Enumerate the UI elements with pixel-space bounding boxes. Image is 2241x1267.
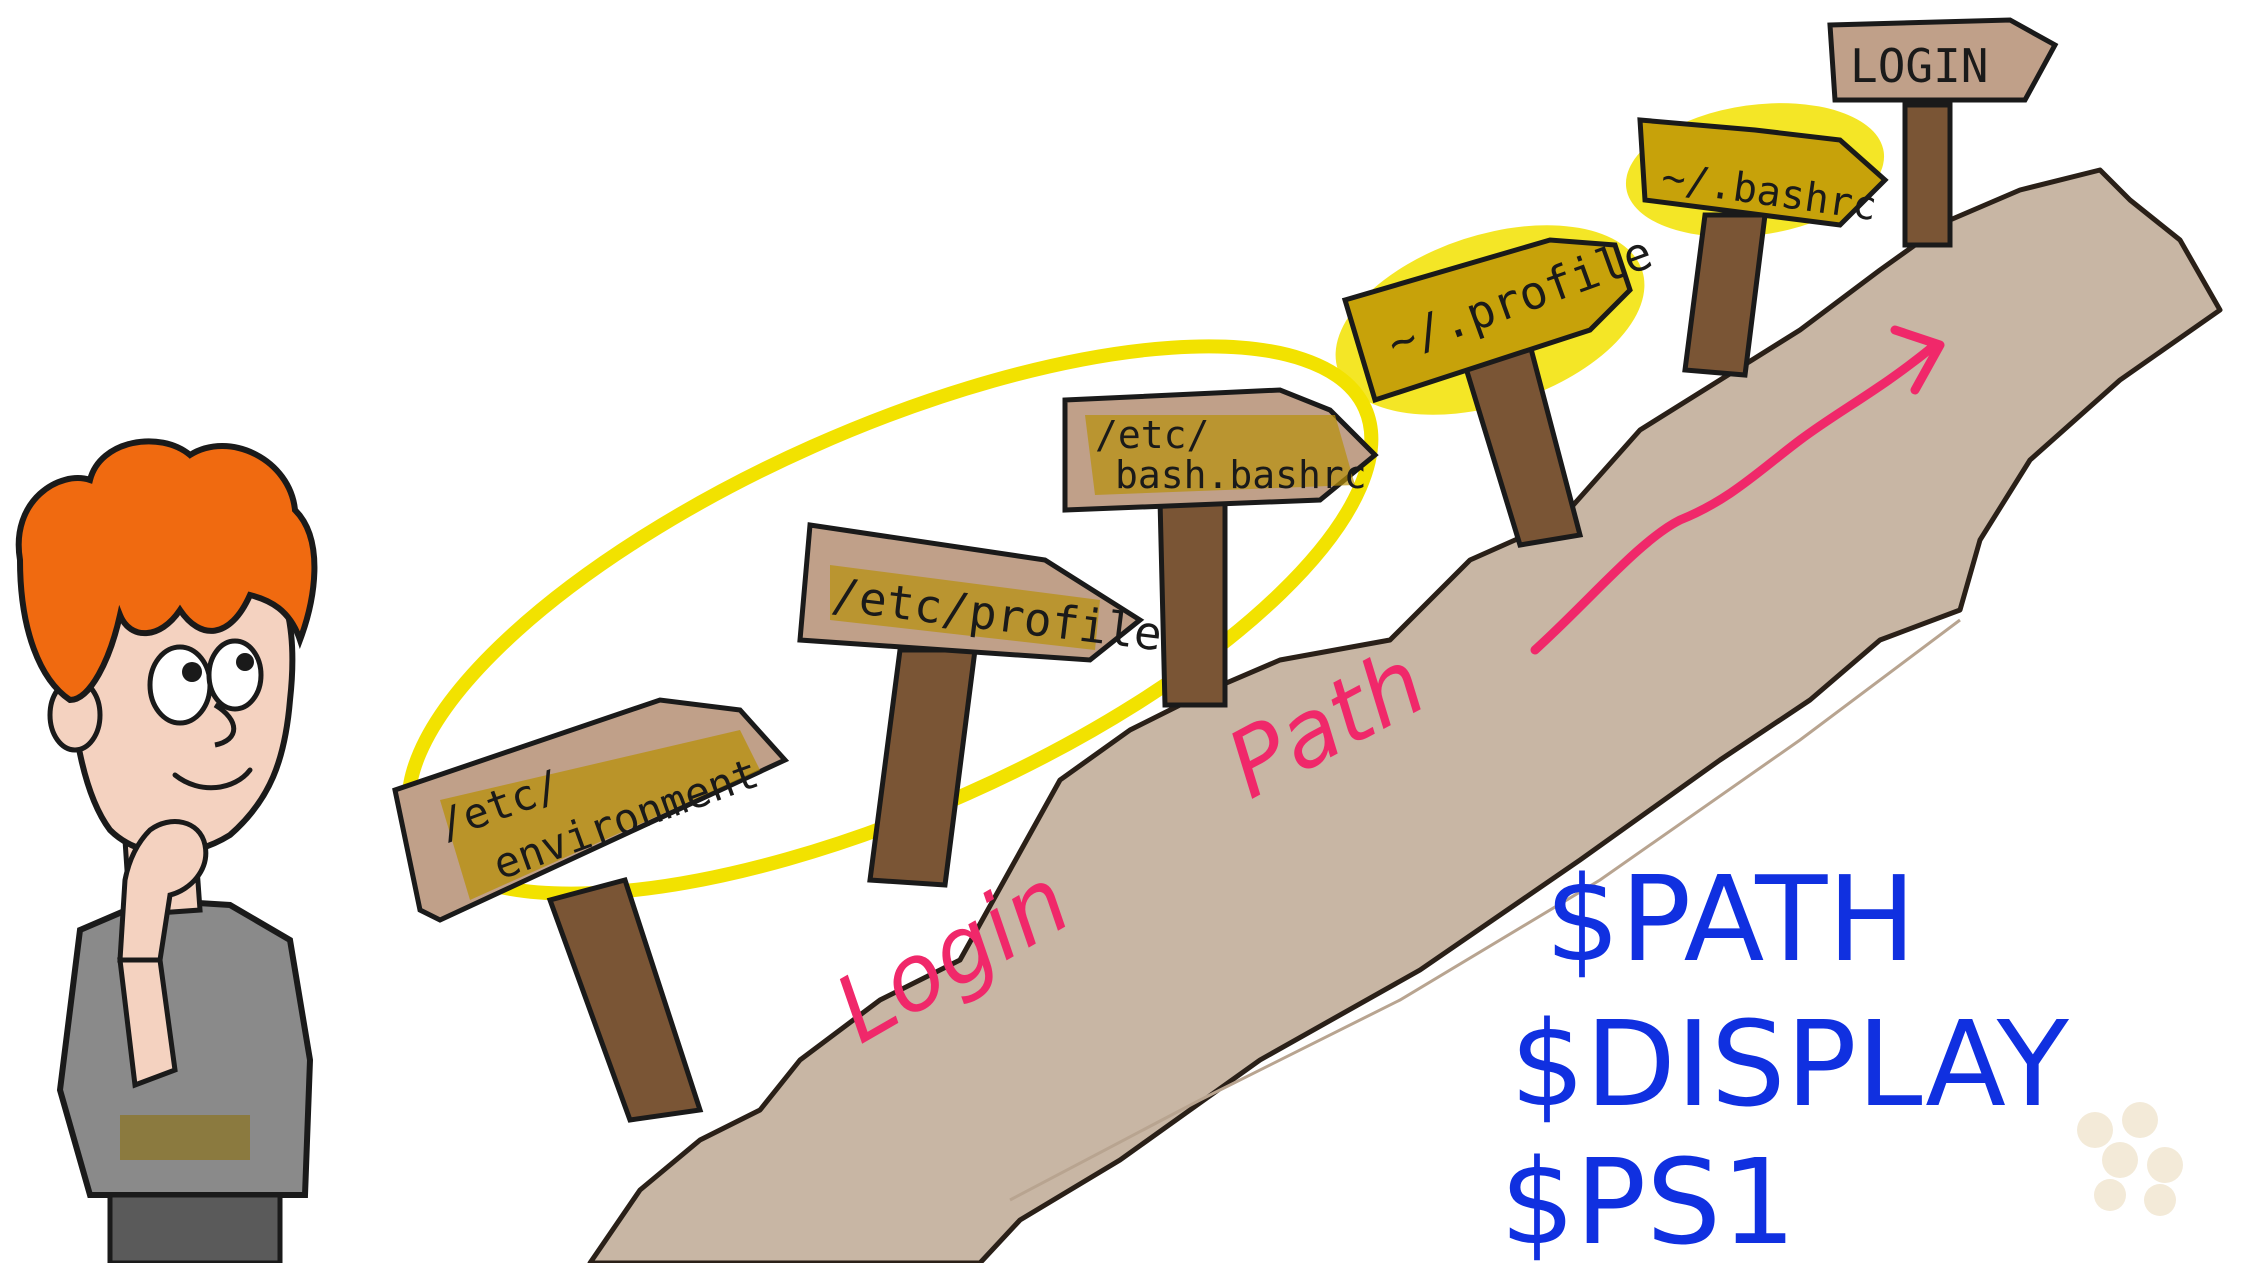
path-shadow-line — [1009, 618, 1961, 1202]
sign-highlight — [1085, 415, 1355, 495]
left-eye — [147, 644, 213, 726]
thinking-character — [15, 438, 318, 1266]
variable-ps1: $PS1 — [1500, 1133, 1796, 1263]
signpost-etc-environment: /etc/ environment — [392, 697, 790, 1123]
watermark-dots — [2077, 1102, 2183, 1216]
sign-post — [1157, 497, 1228, 708]
direction-arrow — [1530, 325, 1945, 655]
sign-label: LOGIN — [1850, 39, 1988, 93]
left-pupil — [182, 662, 202, 682]
character-pants — [107, 1192, 283, 1266]
sign-board — [1341, 237, 1633, 404]
character-hand — [117, 819, 209, 963]
sign-post — [1682, 212, 1768, 378]
arrow-head — [1890, 325, 1945, 395]
sign-highlight — [440, 730, 760, 900]
shirt-mark — [120, 1115, 250, 1160]
variable-path: $PATH — [1545, 850, 1916, 988]
signpost-etc-bash-bashrc: /etc/ bash.bashrc — [1062, 387, 1379, 708]
variable-display: $DISPLAY — [1510, 995, 2070, 1133]
character-mouth — [172, 767, 253, 791]
sign-post — [1902, 102, 1953, 248]
character-hair — [15, 438, 318, 704]
character-arm — [117, 957, 178, 1089]
sign-highlight — [830, 565, 1100, 650]
sign-board — [1637, 117, 1889, 228]
signpost-login: LOGIN — [1827, 17, 2059, 248]
character-nose — [213, 702, 237, 748]
sign-label-line1: /etc/ — [1095, 413, 1209, 457]
sign-post — [546, 876, 704, 1123]
sign-board — [1827, 17, 2059, 103]
right-eye — [206, 638, 264, 712]
sign-label-line2: bash.bashrc — [1115, 453, 1367, 497]
right-pupil — [236, 653, 254, 671]
sign-post — [867, 647, 978, 888]
